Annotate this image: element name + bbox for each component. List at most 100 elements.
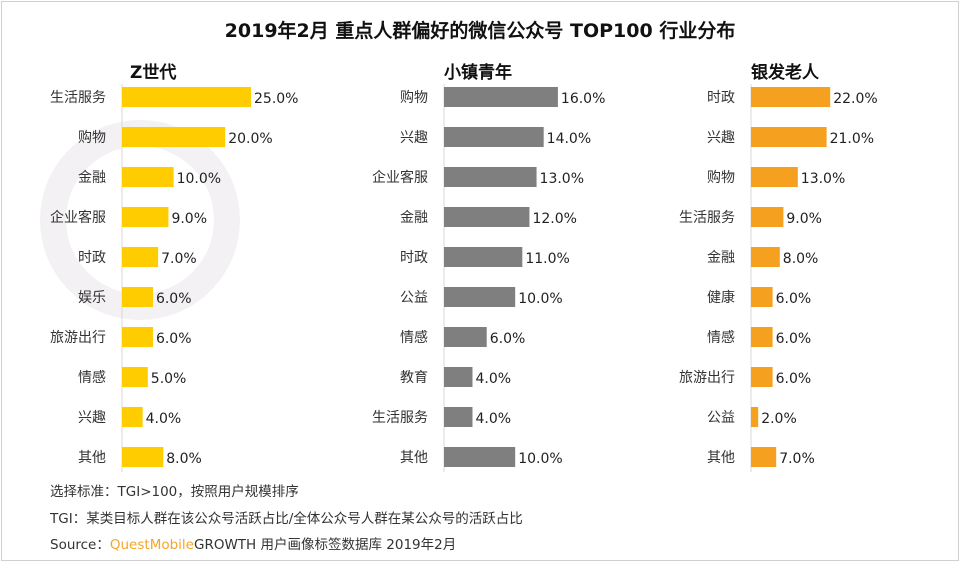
bar — [122, 367, 148, 387]
bar — [122, 207, 169, 227]
data-label: 10.0% — [518, 451, 562, 467]
data-label: 10.0% — [177, 171, 221, 187]
data-label: 2.0% — [761, 411, 797, 427]
bar — [444, 407, 473, 427]
chart-title: 2019年2月 重点人群偏好的微信公众号 TOP100 行业分布 — [224, 20, 736, 42]
data-label: 14.0% — [547, 131, 591, 147]
category-label: 兴趣 — [707, 130, 735, 146]
bar — [122, 287, 153, 307]
footer-source: Source：QuestMobileGROWTH 用户画像标签数据库 2019年… — [50, 533, 456, 553]
bar — [444, 247, 523, 267]
category-label: 教育 — [400, 370, 428, 386]
bar — [751, 287, 773, 307]
data-label: 7.0% — [161, 251, 197, 267]
data-label: 4.0% — [146, 411, 182, 427]
data-label: 6.0% — [156, 331, 192, 347]
category-label: 公益 — [707, 410, 735, 426]
bar — [122, 327, 153, 347]
bar — [444, 327, 487, 347]
panel-title: Z世代 — [130, 62, 176, 83]
bar — [751, 87, 831, 107]
data-label: 25.0% — [254, 91, 298, 107]
data-label: 6.0% — [156, 291, 192, 307]
data-label: 16.0% — [561, 91, 605, 107]
data-label: 7.0% — [779, 451, 815, 467]
bar — [751, 207, 784, 227]
bar — [122, 247, 159, 267]
data-label: 10.0% — [518, 291, 562, 307]
category-label: 旅游出行 — [50, 330, 106, 346]
category-label: 企业客服 — [372, 169, 428, 186]
bar — [444, 367, 473, 387]
data-label: 8.0% — [783, 251, 819, 267]
category-label: 娱乐 — [78, 290, 106, 306]
footer-criteria: 选择标准：TGI>100，按照用户规模排序 — [50, 484, 299, 500]
category-label: 其他 — [707, 450, 735, 466]
data-label: 6.0% — [776, 371, 812, 387]
bar — [751, 167, 798, 187]
data-label: 12.0% — [532, 211, 576, 227]
bar — [751, 127, 827, 147]
data-label: 13.0% — [801, 171, 845, 187]
category-label: 金融 — [400, 210, 428, 226]
category-label: 生活服务 — [372, 410, 428, 426]
category-label: 情感 — [78, 369, 106, 386]
bar — [751, 247, 780, 267]
bar — [122, 87, 251, 107]
category-label: 情感 — [707, 329, 735, 346]
data-label: 11.0% — [525, 251, 569, 267]
category-label: 购物 — [400, 90, 428, 106]
data-label: 20.0% — [228, 131, 272, 147]
category-label: 购物 — [707, 170, 735, 186]
data-label: 4.0% — [475, 371, 511, 387]
bar — [751, 327, 773, 347]
bar — [444, 167, 537, 187]
bar — [444, 127, 544, 147]
bar — [122, 127, 226, 147]
bar — [444, 207, 530, 227]
category-label: 金融 — [707, 250, 735, 266]
category-label: 旅游出行 — [679, 370, 735, 386]
category-label: 金融 — [78, 170, 106, 186]
data-label: 21.0% — [830, 131, 874, 147]
category-label: 生活服务 — [50, 90, 106, 106]
bar — [751, 407, 759, 427]
data-label: 22.0% — [833, 91, 877, 107]
bar — [751, 367, 773, 387]
category-label: 其他 — [78, 450, 106, 466]
data-label: 6.0% — [776, 331, 812, 347]
source-rest: GROWTH 用户画像标签数据库 2019年2月 — [193, 537, 457, 553]
bar — [751, 447, 777, 467]
category-label: 时政 — [78, 250, 106, 266]
panel-title: 银发老人 — [751, 62, 820, 83]
bar — [122, 167, 174, 187]
category-label: 购物 — [78, 130, 106, 146]
category-label: 兴趣 — [400, 130, 428, 146]
data-label: 6.0% — [490, 331, 526, 347]
data-label: 9.0% — [171, 211, 207, 227]
category-label: 情感 — [400, 329, 428, 346]
category-label: 其他 — [400, 450, 428, 466]
source-brand: QuestMobile — [109, 537, 194, 553]
bar — [122, 407, 143, 427]
category-label: 生活服务 — [679, 210, 735, 226]
data-label: 13.0% — [540, 171, 584, 187]
data-label: 9.0% — [786, 211, 822, 227]
data-label: 4.0% — [475, 411, 511, 427]
data-label: 6.0% — [776, 291, 812, 307]
category-label: 公益 — [400, 290, 428, 306]
data-label: 8.0% — [166, 451, 202, 467]
panel-title: 小镇青年 — [444, 62, 512, 83]
data-label: 5.0% — [151, 371, 187, 387]
category-label: 兴趣 — [78, 410, 106, 426]
category-label: 时政 — [707, 90, 735, 106]
source-prefix: Source： — [50, 537, 110, 553]
bar — [444, 87, 558, 107]
bar — [444, 447, 516, 467]
category-label: 时政 — [400, 250, 428, 266]
bar — [444, 287, 516, 307]
category-label: 企业客服 — [50, 209, 106, 226]
footer-tgi: TGI：某类目标人群在该公众号活跃占比/全体公众号人群在某公众号的活跃占比 — [50, 511, 523, 527]
